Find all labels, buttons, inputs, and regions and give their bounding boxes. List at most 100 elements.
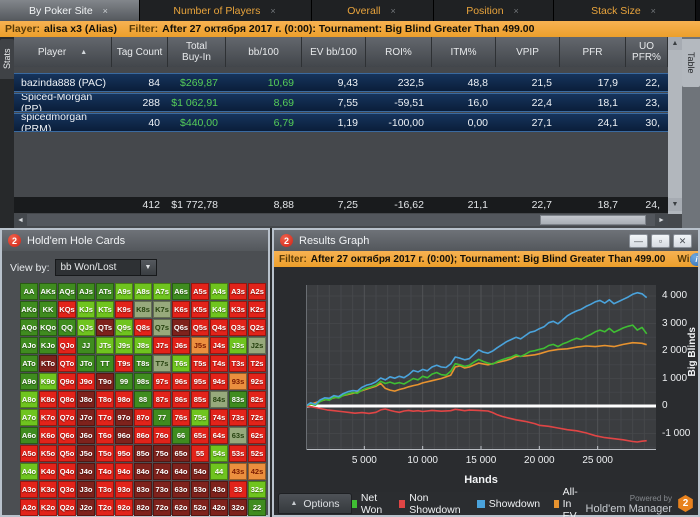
hand-cell-87o[interactable]: 87o	[134, 409, 152, 426]
hand-cell-72s[interactable]: 72s	[248, 409, 266, 426]
hand-cell-KJo[interactable]: KJo	[39, 337, 57, 354]
hand-cell-42s[interactable]: 42s	[248, 463, 266, 480]
hand-cell-AJs[interactable]: AJs	[77, 283, 95, 300]
hand-cell-85o[interactable]: 85o	[134, 445, 152, 462]
hand-cell-K4o[interactable]: K4o	[39, 463, 57, 480]
hand-cell-74s[interactable]: 74s	[210, 409, 228, 426]
hand-cell-65o[interactable]: 65o	[172, 445, 190, 462]
hand-cell-J8s[interactable]: J8s	[134, 337, 152, 354]
hand-cell-A6o[interactable]: A6o	[20, 427, 38, 444]
hand-cell-J2s[interactable]: J2s	[248, 337, 266, 354]
hand-cell-A4s[interactable]: A4s	[210, 283, 228, 300]
hand-cell-Q4s[interactable]: Q4s	[210, 319, 228, 336]
hand-cell-A3s[interactable]: A3s	[229, 283, 247, 300]
hand-cell-K8o[interactable]: K8o	[39, 391, 57, 408]
hand-cell-63o[interactable]: 63o	[172, 481, 190, 498]
hand-cell-ATs[interactable]: ATs	[96, 283, 114, 300]
hand-cell-J5o[interactable]: J5o	[77, 445, 95, 462]
hand-cell-A6s[interactable]: A6s	[172, 283, 190, 300]
hand-cell-K6o[interactable]: K6o	[39, 427, 57, 444]
hand-cell-65s[interactable]: 65s	[191, 427, 209, 444]
hand-cell-AQs[interactable]: AQs	[58, 283, 76, 300]
hand-cell-J8o[interactable]: J8o	[77, 391, 95, 408]
hand-cell-A7o[interactable]: A7o	[20, 409, 38, 426]
hand-cell-Q6o[interactable]: Q6o	[58, 427, 76, 444]
minimize-icon[interactable]: —	[629, 233, 648, 248]
column-header-itm[interactable]: ITM%	[432, 37, 496, 67]
hand-cell-73s[interactable]: 73s	[229, 409, 247, 426]
column-header-player[interactable]: Player ▲	[14, 37, 112, 67]
table-row[interactable]: bazinda888 (PAC) 84 $269,87 10,69 9,43 232,5 4…	[14, 73, 668, 92]
hand-cell-A7s[interactable]: A7s	[153, 283, 171, 300]
hand-cell-53o[interactable]: 53o	[191, 481, 209, 498]
hand-cell-AQo[interactable]: AQo	[20, 319, 38, 336]
hand-cell-T5o[interactable]: T5o	[96, 445, 114, 462]
hand-cell-88[interactable]: 88	[134, 391, 152, 408]
stats-side-tab[interactable]: Stats	[0, 39, 14, 79]
scroll-right-icon[interactable]: ►	[655, 214, 668, 226]
hand-cell-A2s[interactable]: A2s	[248, 283, 266, 300]
column-header-tag_count[interactable]: Tag Count	[112, 37, 168, 67]
hand-cell-63s[interactable]: 63s	[229, 427, 247, 444]
hand-cell-96s[interactable]: 96s	[172, 373, 190, 390]
hand-cell-AKo[interactable]: AKo	[20, 301, 38, 318]
hand-cell-AA[interactable]: AA	[20, 283, 38, 300]
hand-cell-84o[interactable]: 84o	[134, 463, 152, 480]
hand-cell-77[interactable]: 77	[153, 409, 171, 426]
hand-cell-54s[interactable]: 54s	[210, 445, 228, 462]
hand-cell-82s[interactable]: 82s	[248, 391, 266, 408]
legend-item-net-won[interactable]: Net Won	[352, 492, 385, 516]
hand-cell-AKs[interactable]: AKs	[39, 283, 57, 300]
hand-cell-J6o[interactable]: J6o	[77, 427, 95, 444]
hand-cell-86o[interactable]: 86o	[134, 427, 152, 444]
hand-cell-82o[interactable]: 82o	[134, 499, 152, 516]
hand-cell-95o[interactable]: 95o	[115, 445, 133, 462]
hand-cell-JJ[interactable]: JJ	[77, 337, 95, 354]
hand-cell-T6o[interactable]: T6o	[96, 427, 114, 444]
table-row[interactable]: Spiced-Morgan (PP) 288 $1 062,91 8,69 7,55 -5…	[14, 93, 668, 112]
scroll-left-icon[interactable]: ◄	[14, 214, 27, 226]
tab-stack-size[interactable]: Stack Size ×	[554, 0, 696, 21]
hand-cell-86s[interactable]: 86s	[172, 391, 190, 408]
hand-cell-62o[interactable]: 62o	[172, 499, 190, 516]
hand-cell-T5s[interactable]: T5s	[191, 355, 209, 372]
hand-cell-QTo[interactable]: QTo	[58, 355, 76, 372]
hand-cell-Q9o[interactable]: Q9o	[58, 373, 76, 390]
hand-cell-A2o[interactable]: A2o	[20, 499, 38, 516]
hand-cell-75o[interactable]: 75o	[153, 445, 171, 462]
hand-cell-32s[interactable]: 32s	[248, 481, 266, 498]
column-header-bb100[interactable]: bb/100	[226, 37, 302, 67]
hand-cell-KTs[interactable]: KTs	[96, 301, 114, 318]
hand-cell-J3o[interactable]: J3o	[77, 481, 95, 498]
tab-by-poker-site[interactable]: By Poker Site ×	[0, 0, 140, 21]
hand-cell-J3s[interactable]: J3s	[229, 337, 247, 354]
hand-cell-KQs[interactable]: KQs	[58, 301, 76, 318]
hand-cell-QJo[interactable]: QJo	[58, 337, 76, 354]
hand-cell-92s[interactable]: 92s	[248, 373, 266, 390]
hand-cell-T3s[interactable]: T3s	[229, 355, 247, 372]
hand-cell-43s[interactable]: 43s	[229, 463, 247, 480]
hand-cell-95s[interactable]: 95s	[191, 373, 209, 390]
hand-cell-83s[interactable]: 83s	[229, 391, 247, 408]
column-header-roi[interactable]: ROI%	[366, 37, 432, 67]
hand-cell-A8s[interactable]: A8s	[134, 283, 152, 300]
hand-cell-KQo[interactable]: KQo	[39, 319, 57, 336]
options-button[interactable]: ▲ Options	[278, 493, 352, 514]
legend-item-showdown[interactable]: Showdown	[476, 498, 540, 510]
hand-cell-K7s[interactable]: K7s	[153, 301, 171, 318]
hand-cell-K7o[interactable]: K7o	[39, 409, 57, 426]
hand-cell-76s[interactable]: 76s	[172, 409, 190, 426]
hand-cell-93s[interactable]: 93s	[229, 373, 247, 390]
hand-cell-J6s[interactable]: J6s	[172, 337, 190, 354]
hand-cell-22[interactable]: 22	[248, 499, 266, 516]
hand-cell-AJo[interactable]: AJo	[20, 337, 38, 354]
hand-cell-44[interactable]: 44	[210, 463, 228, 480]
hand-cell-97s[interactable]: 97s	[153, 373, 171, 390]
hand-cell-87s[interactable]: 87s	[153, 391, 171, 408]
tab-overall[interactable]: Overall ×	[312, 0, 434, 21]
hand-cell-94s[interactable]: 94s	[210, 373, 228, 390]
hand-cell-A5o[interactable]: A5o	[20, 445, 38, 462]
hand-cell-85s[interactable]: 85s	[191, 391, 209, 408]
hand-cell-A8o[interactable]: A8o	[20, 391, 38, 408]
hand-cell-99[interactable]: 99	[115, 373, 133, 390]
